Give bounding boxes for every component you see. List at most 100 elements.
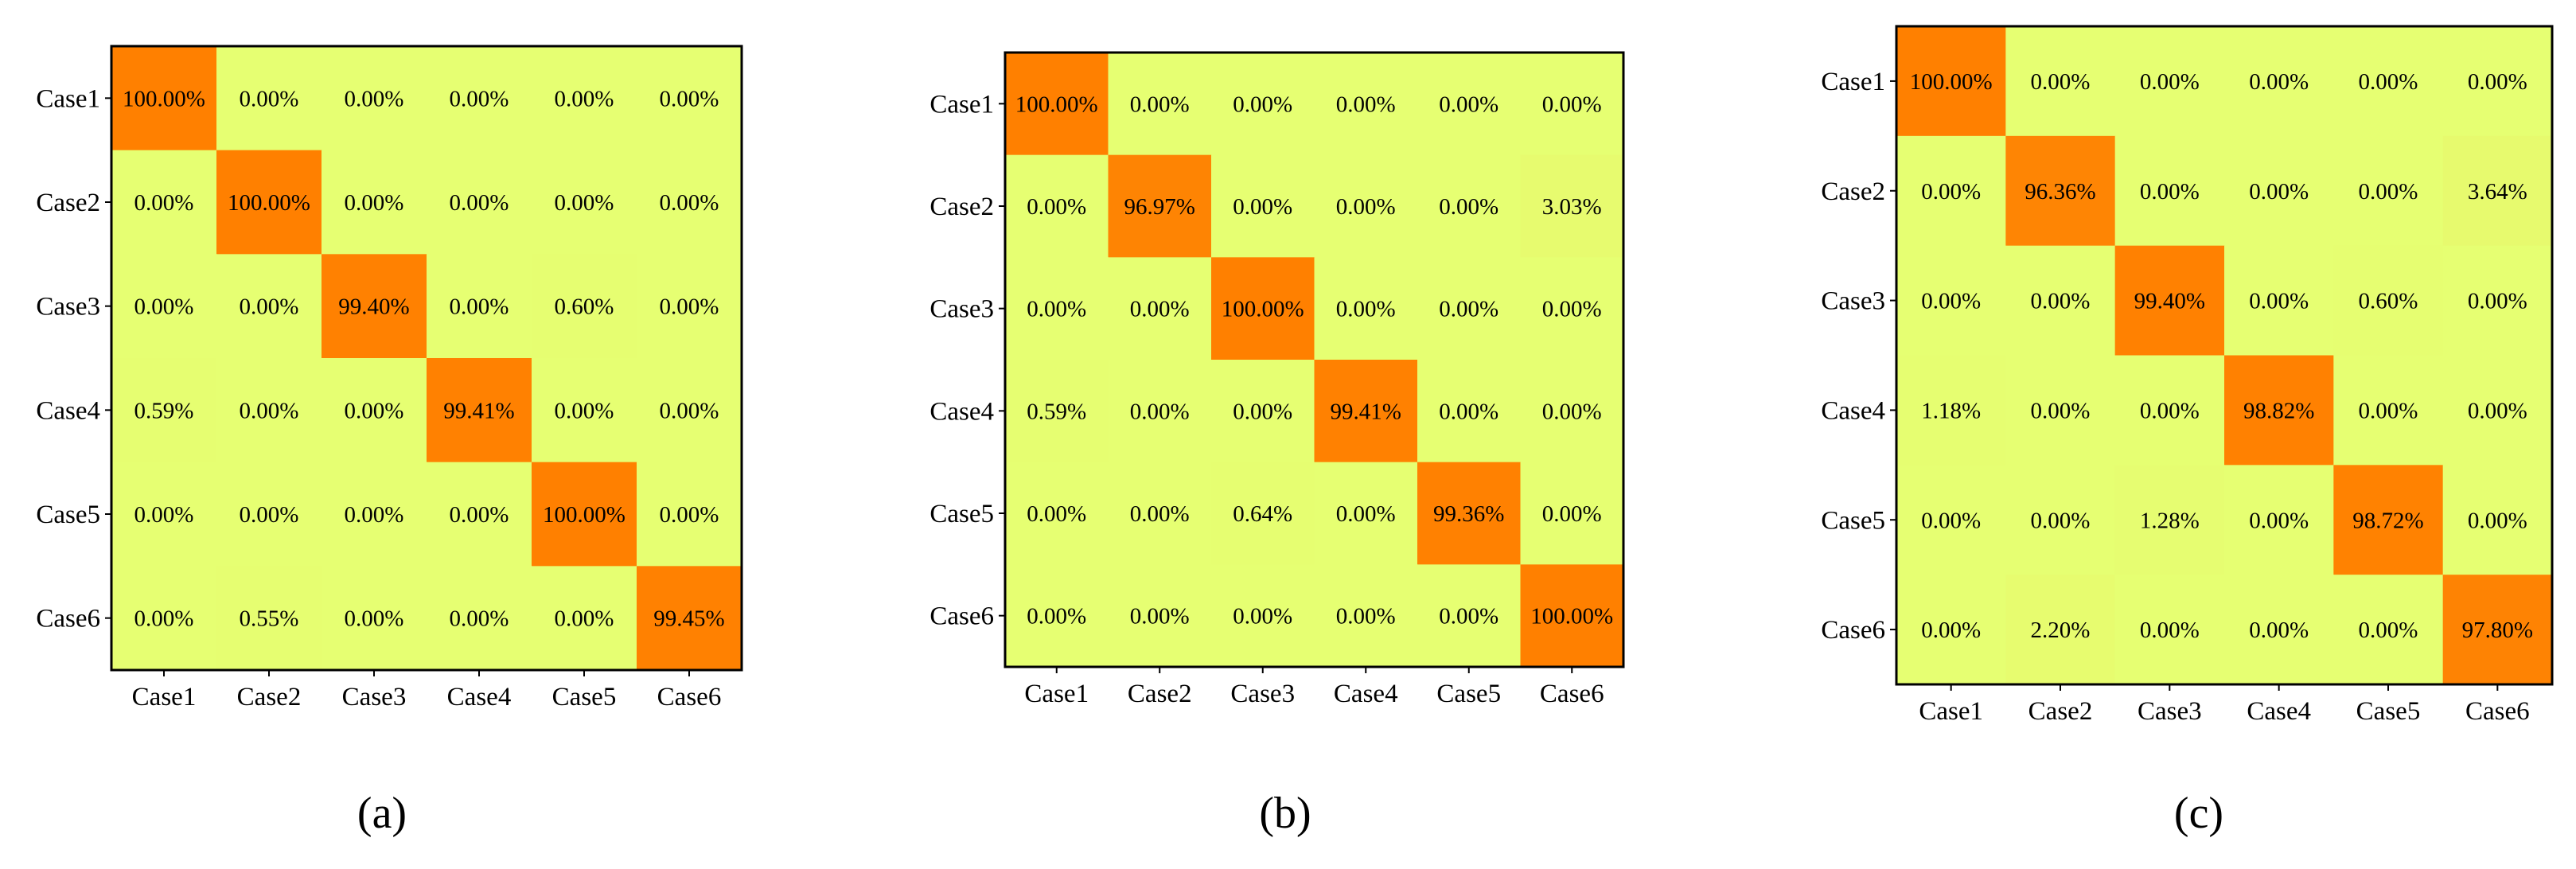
cell-value-label-r1-c5: 0.00% <box>555 86 614 111</box>
heatmap-cell-r1-c3 <box>1211 53 1315 156</box>
cell-value-label-r3-c1: 0.00% <box>1027 297 1086 322</box>
x-tick-label-1: Case1 <box>1024 680 1089 708</box>
cell-value-label-r4-c5: 0.00% <box>1439 399 1498 424</box>
heatmap-cell-r1-c1 <box>111 46 217 151</box>
heatmap-cell-r1-c4 <box>1314 53 1418 156</box>
matrix-frame <box>1895 25 2554 686</box>
heatmap-cell-r4-c2 <box>1108 360 1212 463</box>
heatmap-cell-r5-c3 <box>1211 462 1315 565</box>
heatmap-cell-r6-c3 <box>2114 575 2225 685</box>
heatmap-cell-r6-c2 <box>2005 575 2116 685</box>
cell-value-label-r3-c1: 0.00% <box>134 294 194 320</box>
heatmap-cell-r6-c1 <box>111 566 217 671</box>
cell-value-label-r6-c5: 0.00% <box>2359 618 2418 643</box>
x-tick-label-1: Case1 <box>132 683 197 711</box>
cell-value-label-r2-c3: 0.00% <box>2140 179 2200 205</box>
cell-value-label-r5-c6: 0.00% <box>2468 508 2527 533</box>
heatmap-cell-r6-c6 <box>637 566 742 671</box>
cell-value-label-r5-c1: 0.00% <box>1027 501 1086 527</box>
cell-value-label-r4-c3: 0.00% <box>1233 399 1292 424</box>
cell-value-label-r2-c4: 0.00% <box>450 190 509 216</box>
cell-value-label-r3-c2: 0.00% <box>2031 289 2091 314</box>
cell-value-label-r3-c4: 0.00% <box>1336 297 1396 322</box>
cell-value-label-r6-c4: 0.00% <box>1336 604 1396 629</box>
y-tick-label-3: Case3 <box>1821 287 1885 316</box>
cell-value-label-r2-c1: 0.00% <box>1027 194 1086 220</box>
cell-value-label-r1-c4: 0.00% <box>450 86 509 111</box>
cell-value-label-r5-c2: 0.00% <box>2031 508 2091 533</box>
panel-label: (a) <box>357 789 407 838</box>
y-tick-label-5: Case5 <box>929 500 994 528</box>
heatmap-cell-r2-c4 <box>427 150 532 255</box>
cell-value-label-r4-c1: 0.59% <box>134 398 194 423</box>
heatmap-cell-r5-c5 <box>532 462 637 567</box>
cell-value-label-r1-c4: 0.00% <box>2249 69 2309 95</box>
cell-value-label-r6-c5: 0.00% <box>555 606 614 632</box>
confusion-matrix-1: 100.00% 0.00% 0.00% 0.00% 0.00% 0.00% 0.00% 100… <box>36 45 743 838</box>
heatmap-cell-r4-c5 <box>1417 360 1521 463</box>
y-tick-label-5: Case5 <box>36 501 100 529</box>
matrix-frame <box>1004 51 1625 668</box>
cell-value-label-r1-c1: 100.00% <box>1910 69 1993 95</box>
heatmap-cell-r4-c1 <box>111 358 217 463</box>
heatmap-cell-r2-c1 <box>111 150 217 255</box>
cell-value-label-r1-c4: 0.00% <box>1336 92 1396 117</box>
cell-value-label-r2-c4: 0.00% <box>1336 194 1396 220</box>
cell-value-label-r1-c2: 0.00% <box>1130 92 1190 117</box>
heatmap-cell-r3-c1 <box>111 254 217 359</box>
cell-value-label-r2-c5: 0.00% <box>1439 194 1498 220</box>
cell-value-label-r3-c2: 0.00% <box>1130 297 1190 322</box>
y-tick-label-2: Case2 <box>929 193 994 221</box>
heatmap-cell-r3-c4 <box>427 254 532 359</box>
cell-value-label-r2-c2: 96.36% <box>2025 179 2095 205</box>
panel-label: (c) <box>2174 789 2223 838</box>
y-tick-label-6: Case6 <box>929 602 994 631</box>
y-tick-label-1: Case1 <box>929 90 994 119</box>
heatmap-cell-r4-c1 <box>1005 360 1109 463</box>
x-tick-label-2: Case2 <box>1128 680 1192 708</box>
cell-value-label-r1-c1: 100.00% <box>123 86 205 111</box>
confusion-matrix-3: 100.00% 0.00% 0.00% 0.00% 0.00% 0.00% 0.00% 96.… <box>1821 25 2554 838</box>
x-tick-label-3: Case3 <box>1230 680 1295 708</box>
cell-value-label-r4-c2: 0.00% <box>240 398 299 423</box>
x-tick-label-5: Case5 <box>1436 680 1501 708</box>
heatmap-cell-r2-c6 <box>1520 154 1624 258</box>
cell-value-label-r4-c2: 0.00% <box>1130 399 1190 424</box>
heatmap-cell-r5-c6 <box>1520 462 1624 565</box>
cell-value-label-r6-c3: 0.00% <box>1233 604 1292 629</box>
heatmap-cell-r3-c5 <box>532 254 637 359</box>
cell-value-label-r6-c1: 0.00% <box>1027 604 1086 629</box>
heatmap-cell-r4-c3 <box>2114 355 2225 466</box>
cell-value-label-r1-c3: 0.00% <box>2140 69 2200 95</box>
y-tick-label-5: Case5 <box>1821 506 1885 535</box>
cell-value-label-r1-c6: 0.00% <box>660 86 719 111</box>
heatmap-cell-r5-c2 <box>2005 465 2116 575</box>
cell-value-label-r3-c4: 0.00% <box>2249 289 2309 314</box>
heatmap-cell-r3-c6 <box>637 254 742 359</box>
y-tick-label-4: Case4 <box>929 397 994 426</box>
heatmap-cell-r1-c2 <box>2005 26 2116 137</box>
x-tick-label-5: Case5 <box>2356 697 2421 726</box>
cell-value-label-r6-c6: 99.45% <box>653 606 724 632</box>
heatmap-cell-r4-c1 <box>1896 355 2006 466</box>
cell-value-label-r5-c4: 0.00% <box>2249 508 2309 533</box>
cell-value-label-r1-c2: 0.00% <box>240 86 299 111</box>
cell-value-label-r5-c5: 98.72% <box>2352 508 2423 533</box>
cell-value-label-r5-c3: 1.28% <box>2140 508 2200 533</box>
heatmap-cell-r6-c3 <box>322 566 427 671</box>
cell-value-label-r2-c3: 0.00% <box>345 190 404 216</box>
heatmap-cell-r5-c4 <box>2224 465 2334 575</box>
heatmap-cell-r5-c3 <box>322 462 427 567</box>
heatmap-cell-r6-c5 <box>1417 564 1521 668</box>
cell-value-label-r2-c3: 0.00% <box>1233 194 1292 220</box>
y-tick-label-4: Case4 <box>36 396 100 425</box>
heatmap-cell-r2-c3 <box>322 150 427 255</box>
cell-value-label-r3-c5: 0.60% <box>555 294 614 320</box>
heatmap-cell-r5-c2 <box>216 462 322 567</box>
x-tick-label-3: Case3 <box>342 683 407 711</box>
y-tick-label-3: Case3 <box>36 293 100 321</box>
cell-value-label-r5-c4: 0.00% <box>450 502 509 528</box>
cell-value-label-r1-c5: 0.00% <box>1439 92 1498 117</box>
y-tick-label-4: Case4 <box>1821 396 1885 425</box>
heatmap-cell-r4-c3 <box>322 358 427 463</box>
